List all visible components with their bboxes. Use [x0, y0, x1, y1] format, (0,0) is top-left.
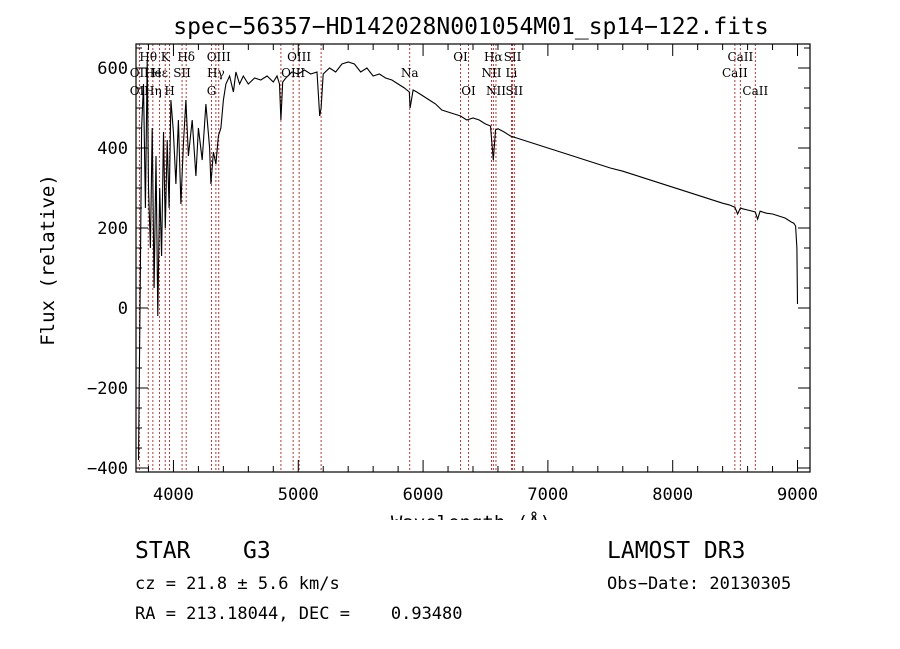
- line-marker-label: Na: [401, 66, 419, 80]
- line-marker-label: OII: [130, 84, 150, 98]
- redshift-velocity: cz = 21.8 ± 5.6 km/s: [135, 574, 340, 594]
- line-marker-label: SII: [504, 50, 522, 64]
- object-type: STAR: [135, 538, 191, 564]
- x-tick-label: 5000: [278, 485, 319, 505]
- y-tick-label: 0: [118, 299, 128, 319]
- line-marker-label: NII: [481, 66, 501, 80]
- line-marker-label: CaII: [727, 50, 753, 64]
- y-tick-label: −200: [87, 379, 128, 399]
- survey-name: LAMOST DR3: [607, 538, 746, 564]
- object-subclass: G3: [243, 538, 271, 564]
- line-marker-label: NII: [486, 84, 506, 98]
- line-marker-label: Hθ: [139, 50, 157, 64]
- spectrum-series-line: [137, 59, 799, 461]
- line-marker-label: OII: [130, 66, 150, 80]
- chart-title: spec−56357−HD142028N001054M01_sp14−122.f…: [173, 14, 768, 40]
- x-axis-label: Wavelength (Å): [391, 511, 551, 520]
- y-axis-label: Flux (relative): [37, 174, 59, 346]
- y-tick-label: 200: [97, 219, 128, 239]
- line-marker-label: SII: [173, 66, 191, 80]
- line-marker-label: CaII: [742, 84, 768, 98]
- line-marker-label: Hδ: [177, 50, 195, 64]
- y-tick-label: 600: [97, 59, 128, 79]
- line-marker-label: CaII: [722, 66, 748, 80]
- plot-frame: [135, 43, 811, 473]
- ra-dec-coordinates: RA = 213.18044, DEC = 0.93480: [135, 604, 463, 624]
- line-marker-label: G: [207, 84, 217, 98]
- line-marker-label: Hα: [484, 50, 503, 64]
- x-tick-label: 8000: [652, 485, 693, 505]
- spectrum-chart: spec−56357−HD142028N001054M01_sp14−122.f…: [37, 14, 818, 520]
- line-marker-label: OIII: [281, 66, 305, 80]
- line-marker-label: Hη: [144, 84, 162, 98]
- line-marker-label: OI: [453, 50, 468, 64]
- x-tick-label: 7000: [527, 485, 568, 505]
- observation-date: Obs−Date: 20130305: [607, 574, 792, 594]
- x-tick-label: 6000: [403, 485, 444, 505]
- line-marker-label: OI: [461, 84, 476, 98]
- axis-ticks: 4000 5000 6000 7000 8000 9000 −400 −200 0 200 400 6…: [87, 44, 818, 505]
- line-marker-label: OIII: [207, 50, 231, 64]
- line-marker-label: Li: [506, 66, 518, 80]
- line-marker-label: He: [144, 66, 162, 80]
- line-marker-label: K: [161, 50, 171, 64]
- y-tick-label: −400: [87, 459, 128, 479]
- line-marker-label: H: [164, 84, 174, 98]
- line-marker-label: OIII: [287, 50, 311, 64]
- line-marker-label: SII: [505, 84, 523, 98]
- line-marker-label: Hγ: [207, 66, 225, 80]
- y-tick-label: 400: [97, 139, 128, 159]
- x-tick-label: 9000: [777, 485, 818, 505]
- x-tick-label: 4000: [153, 485, 194, 505]
- line-marker-label: Hε: [151, 66, 168, 80]
